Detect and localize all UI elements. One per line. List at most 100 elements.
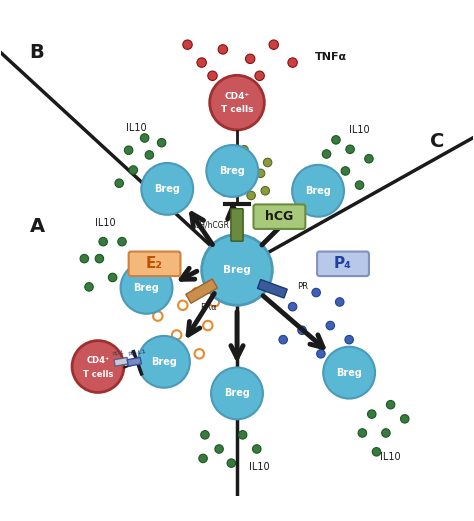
Circle shape (208, 71, 217, 80)
Text: IL10: IL10 (249, 462, 270, 472)
Text: CD4⁺: CD4⁺ (224, 93, 250, 102)
FancyBboxPatch shape (317, 252, 369, 276)
Text: hCG: hCG (265, 210, 293, 223)
Circle shape (312, 288, 320, 297)
FancyBboxPatch shape (128, 252, 181, 276)
Text: CD4⁺: CD4⁺ (86, 356, 109, 365)
Text: Breg: Breg (155, 184, 180, 194)
Circle shape (201, 431, 209, 439)
Circle shape (72, 341, 124, 392)
Text: IL10: IL10 (126, 123, 147, 133)
Text: Breg: Breg (336, 368, 362, 378)
Bar (127, 357, 141, 366)
Circle shape (197, 58, 206, 67)
Text: Breg: Breg (223, 265, 251, 275)
Circle shape (85, 283, 93, 291)
Bar (186, 279, 218, 303)
Text: IL10: IL10 (349, 125, 370, 135)
Circle shape (124, 146, 133, 154)
Circle shape (382, 429, 390, 437)
Text: A: A (30, 217, 45, 236)
Circle shape (386, 401, 395, 409)
Text: T cells: T cells (221, 105, 253, 114)
Text: IL10: IL10 (95, 217, 115, 228)
Circle shape (95, 254, 104, 263)
Text: TNFα: TNFα (315, 52, 347, 62)
FancyBboxPatch shape (254, 204, 305, 229)
Circle shape (215, 445, 223, 453)
Text: PD1: PD1 (112, 350, 125, 357)
FancyBboxPatch shape (231, 209, 243, 241)
Circle shape (261, 187, 270, 195)
Circle shape (206, 145, 258, 197)
Text: Breg: Breg (219, 166, 245, 176)
Circle shape (140, 134, 149, 142)
Text: E₂: E₂ (146, 256, 163, 271)
Circle shape (356, 181, 364, 189)
Circle shape (255, 71, 264, 80)
Text: LH/hCGR: LH/hCGR (195, 220, 229, 229)
Circle shape (221, 188, 229, 196)
Text: PD-L1: PD-L1 (128, 349, 146, 357)
Circle shape (183, 40, 192, 49)
Circle shape (115, 179, 123, 188)
Circle shape (401, 415, 409, 423)
Circle shape (227, 459, 236, 467)
Circle shape (80, 254, 89, 263)
Text: Breg: Breg (224, 388, 250, 399)
Circle shape (238, 431, 247, 439)
Circle shape (99, 238, 108, 246)
Circle shape (246, 54, 255, 64)
Circle shape (211, 367, 263, 419)
Text: T cells: T cells (83, 369, 113, 379)
Circle shape (210, 76, 264, 130)
Circle shape (201, 234, 273, 305)
Circle shape (372, 448, 381, 456)
Bar (114, 357, 128, 366)
Circle shape (235, 179, 244, 187)
Circle shape (322, 150, 331, 158)
Circle shape (247, 191, 255, 200)
Text: C: C (430, 132, 445, 152)
Circle shape (256, 169, 265, 178)
Text: IL10: IL10 (380, 452, 401, 462)
Circle shape (264, 158, 272, 167)
Circle shape (214, 150, 222, 159)
Circle shape (323, 347, 375, 399)
Text: Breg: Breg (151, 357, 177, 367)
Circle shape (269, 40, 278, 49)
Text: ERα: ERα (201, 303, 217, 312)
Circle shape (138, 336, 190, 388)
Circle shape (118, 238, 126, 246)
Circle shape (141, 163, 193, 215)
Circle shape (345, 336, 354, 344)
Text: Breg: Breg (305, 186, 331, 196)
Circle shape (199, 454, 207, 463)
Circle shape (240, 145, 248, 154)
Circle shape (365, 154, 373, 163)
Circle shape (279, 336, 287, 344)
Circle shape (145, 151, 154, 159)
Text: P₄: P₄ (334, 256, 352, 271)
Circle shape (292, 165, 344, 217)
Text: PR: PR (298, 282, 309, 291)
Circle shape (109, 273, 117, 282)
Circle shape (288, 58, 297, 67)
Circle shape (367, 410, 376, 418)
Circle shape (129, 166, 137, 174)
Circle shape (326, 321, 335, 330)
Circle shape (218, 45, 228, 54)
Circle shape (341, 167, 350, 175)
Circle shape (332, 135, 340, 144)
Text: Breg: Breg (134, 283, 159, 293)
Circle shape (120, 262, 173, 314)
Circle shape (317, 350, 325, 358)
Circle shape (358, 429, 366, 437)
Circle shape (157, 139, 166, 147)
Circle shape (253, 445, 261, 453)
Circle shape (298, 326, 306, 334)
Circle shape (336, 297, 344, 306)
Circle shape (346, 145, 355, 154)
Bar (257, 279, 287, 298)
Circle shape (230, 164, 239, 173)
